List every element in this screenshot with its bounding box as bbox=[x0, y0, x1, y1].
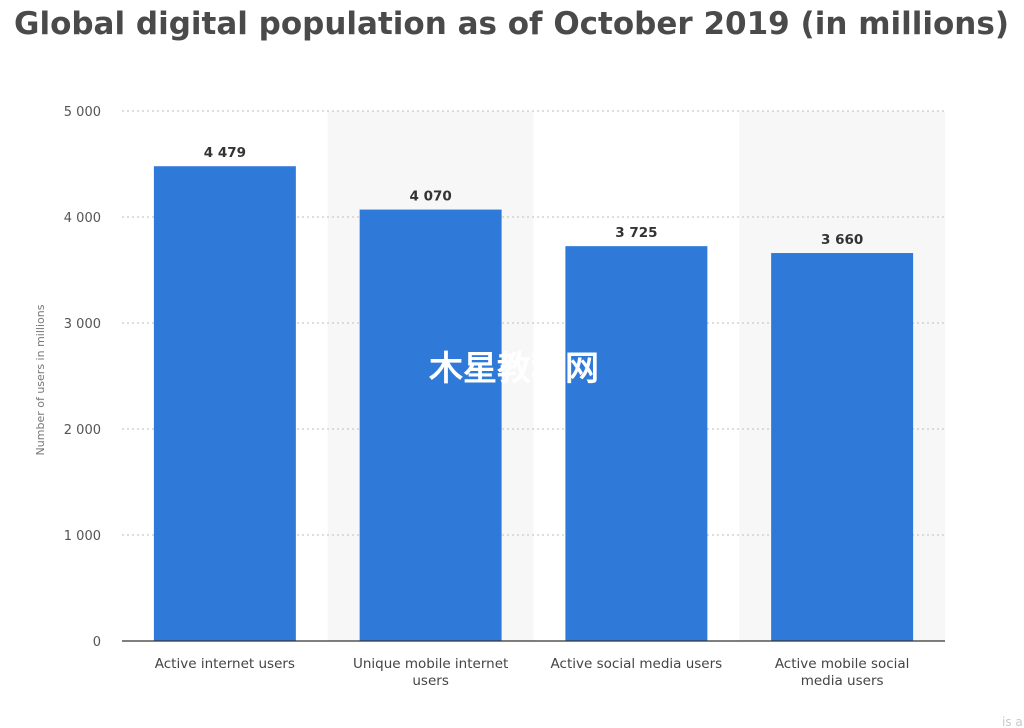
bar bbox=[153, 166, 296, 641]
value-label: 4 479 bbox=[204, 145, 246, 161]
bars bbox=[153, 166, 914, 642]
footer-fragment: is a bbox=[1002, 715, 1023, 728]
y-axis-label: Number of users in millions bbox=[34, 304, 47, 455]
bar bbox=[359, 209, 502, 641]
y-tick-label: 1 000 bbox=[64, 529, 101, 544]
y-tick-label: 2 000 bbox=[64, 423, 101, 438]
category-labels: Active internet users Unique mobile inter… bbox=[155, 656, 910, 689]
bar bbox=[565, 246, 708, 641]
value-label: 3 660 bbox=[821, 232, 863, 248]
category-label-line: Unique mobile internet bbox=[353, 656, 508, 672]
category-label-line: media users bbox=[801, 673, 884, 689]
category-label: Unique mobile internet users bbox=[353, 656, 508, 689]
category-label-line: Active social media users bbox=[551, 656, 723, 672]
category-label: Active internet users bbox=[155, 656, 295, 672]
y-tick-label: 0 bbox=[93, 635, 101, 650]
watermark-text: 木星教程网 bbox=[428, 349, 599, 389]
y-tick-label: 3 000 bbox=[64, 317, 101, 332]
category-label-line: Active internet users bbox=[155, 656, 295, 672]
value-label: 3 725 bbox=[615, 225, 657, 241]
value-label: 4 070 bbox=[409, 189, 451, 205]
value-labels: 4 479 4 070 3 725 3 660 bbox=[204, 145, 864, 248]
category-label: Active social media users bbox=[551, 656, 723, 672]
y-tick-label: 4 000 bbox=[64, 211, 101, 226]
category-label: Active mobile social media users bbox=[775, 656, 910, 689]
y-tick-label: 5 000 bbox=[64, 105, 101, 120]
bar bbox=[771, 253, 914, 642]
chart-title: Global digital population as of October … bbox=[14, 6, 1009, 42]
category-label-line: users bbox=[412, 673, 448, 689]
y-axis-ticks: 0 1 000 2 000 3 000 4 000 5 000 bbox=[64, 105, 101, 650]
category-label-line: Active mobile social bbox=[775, 656, 910, 672]
